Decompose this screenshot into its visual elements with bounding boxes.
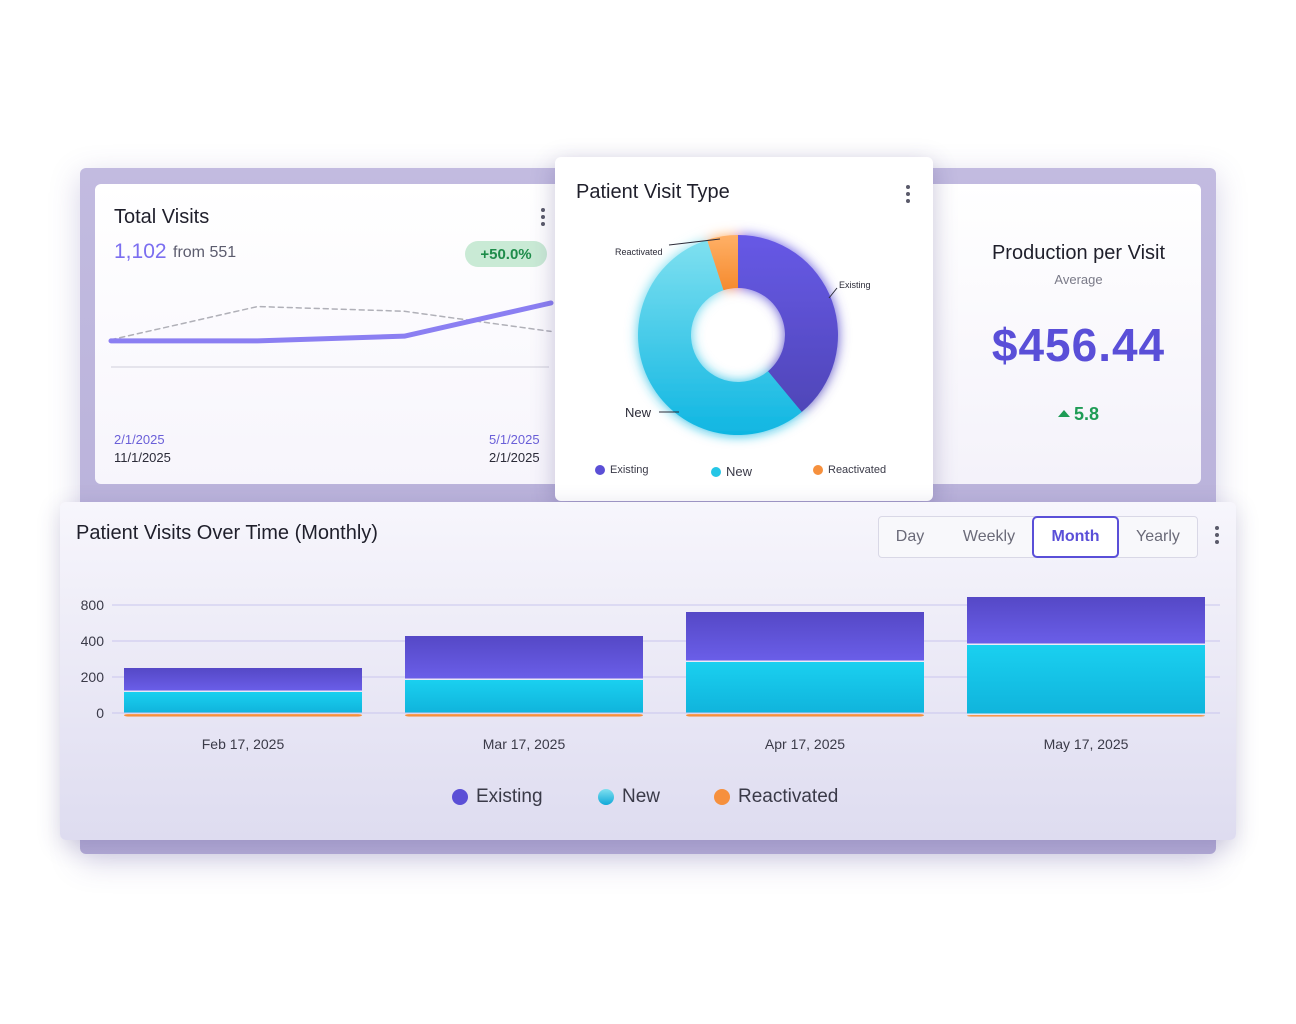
tab-yearly[interactable]: Yearly (1136, 528, 1180, 545)
pie-label-reactivated: Reactivated (615, 247, 663, 257)
new-dot-icon (711, 466, 721, 477)
production-value: $456.44 (991, 319, 1166, 371)
y-tick-label: 800 (81, 597, 105, 613)
production-delta-value: 5.8 (1073, 404, 1100, 424)
production-subtitle: Average (1054, 272, 1103, 287)
existing-dot-icon (595, 465, 605, 475)
tab-day[interactable]: Day (895, 528, 925, 545)
legend-label: Existing (610, 464, 649, 476)
existing-dot-icon (452, 789, 468, 805)
legend-item-new: New (711, 464, 752, 479)
visits-over-time-title: Patient Visits Over Time (Monthly) (76, 522, 378, 544)
donut-slice-reactivated (707, 235, 738, 291)
bar-reactivated (686, 714, 924, 717)
y-tick-label: 400 (81, 633, 105, 649)
existing-leader-line (828, 287, 838, 299)
visit-type-title: Patient Visit Type (576, 181, 730, 203)
donut-slice-existing (738, 235, 838, 413)
total-visits-value: 1,102 (114, 240, 167, 263)
reactivated-dot-icon (813, 465, 823, 475)
bar-new (686, 662, 924, 713)
tab-weekly[interactable]: Weekly (962, 528, 1016, 545)
donut-slice-new (638, 239, 802, 435)
reactivated-leader-line (668, 238, 721, 246)
new-dot-icon (598, 789, 614, 805)
production-title: Production per Visit (991, 242, 1166, 264)
legend-label: New (622, 786, 661, 807)
visit-type-more-icon[interactable] (906, 185, 910, 203)
x-tick-label: Apr 17, 2025 (765, 736, 845, 752)
total-visits-change-badge: +50.0% (465, 241, 547, 267)
up-arrow-icon (1057, 410, 1070, 417)
legend-item-existing: Existing (452, 786, 543, 808)
legend-label: Reactivated (738, 786, 839, 807)
total-visits-more-icon[interactable] (541, 208, 545, 226)
bar-reactivated (124, 714, 362, 717)
over-time-more-icon[interactable] (1215, 526, 1219, 544)
period-selector: Day Weekly Month Yearly (878, 516, 1198, 558)
legend-item-reactivated: Reactivated (714, 786, 838, 808)
date-right-previous: 2/1/2025 (489, 450, 540, 465)
date-right-current: 5/1/2025 (489, 432, 540, 447)
total-visits-title: Total Visits (114, 206, 210, 228)
y-tick-label: 0 (96, 705, 104, 721)
bar-new (405, 680, 643, 713)
bar-existing (686, 612, 924, 661)
bar-new (124, 692, 362, 713)
reactivated-dot-icon (714, 789, 730, 805)
visit-type-card: Patient Visit Type Reactivated Existing … (555, 157, 933, 501)
bar-existing (124, 668, 362, 691)
legend-label: Reactivated (828, 464, 887, 476)
production-delta: 5.8 (916, 404, 1201, 425)
bar-reactivated (967, 715, 1205, 717)
pie-label-existing: Existing (839, 280, 871, 290)
previous-period-line (110, 305, 552, 341)
date-left-current: 2/1/2025 (114, 432, 165, 447)
production-card: Production per Visit Average $456.44 5.8 (916, 184, 1201, 484)
bar-reactivated (405, 714, 643, 717)
pie-label-new: New (625, 405, 652, 420)
visits-bar-chart: 800 400 200 0 Feb 17, 2025 Mar 17, 2025 Apr 17… (81, 597, 1220, 752)
y-tick-label: 200 (81, 669, 105, 685)
bar-new (967, 645, 1205, 714)
legend-item-new: New (598, 786, 660, 808)
legend-label: New (726, 464, 753, 479)
legend-item-existing: Existing (595, 464, 649, 476)
total-visits-card: Total Visits 1,102 from 551 +50.0% 2/1/2… (95, 184, 565, 484)
visits-over-time-card: Patient Visits Over Time (Monthly) Day W… (60, 502, 1236, 840)
date-left-previous: 11/1/2025 (114, 450, 171, 465)
x-tick-label: May 17, 2025 (1044, 736, 1129, 752)
tab-month[interactable]: Month (1032, 516, 1119, 558)
x-tick-label: Mar 17, 2025 (483, 736, 566, 752)
visit-type-donut-chart (638, 235, 838, 435)
legend-label: Existing (476, 786, 543, 807)
legend-item-reactivated: Reactivated (813, 464, 886, 476)
total-visits-from: from 551 (173, 244, 237, 261)
bar-existing (967, 597, 1205, 644)
x-tick-label: Feb 17, 2025 (202, 736, 285, 752)
bar-existing (405, 636, 643, 679)
current-period-line (108, 300, 554, 344)
